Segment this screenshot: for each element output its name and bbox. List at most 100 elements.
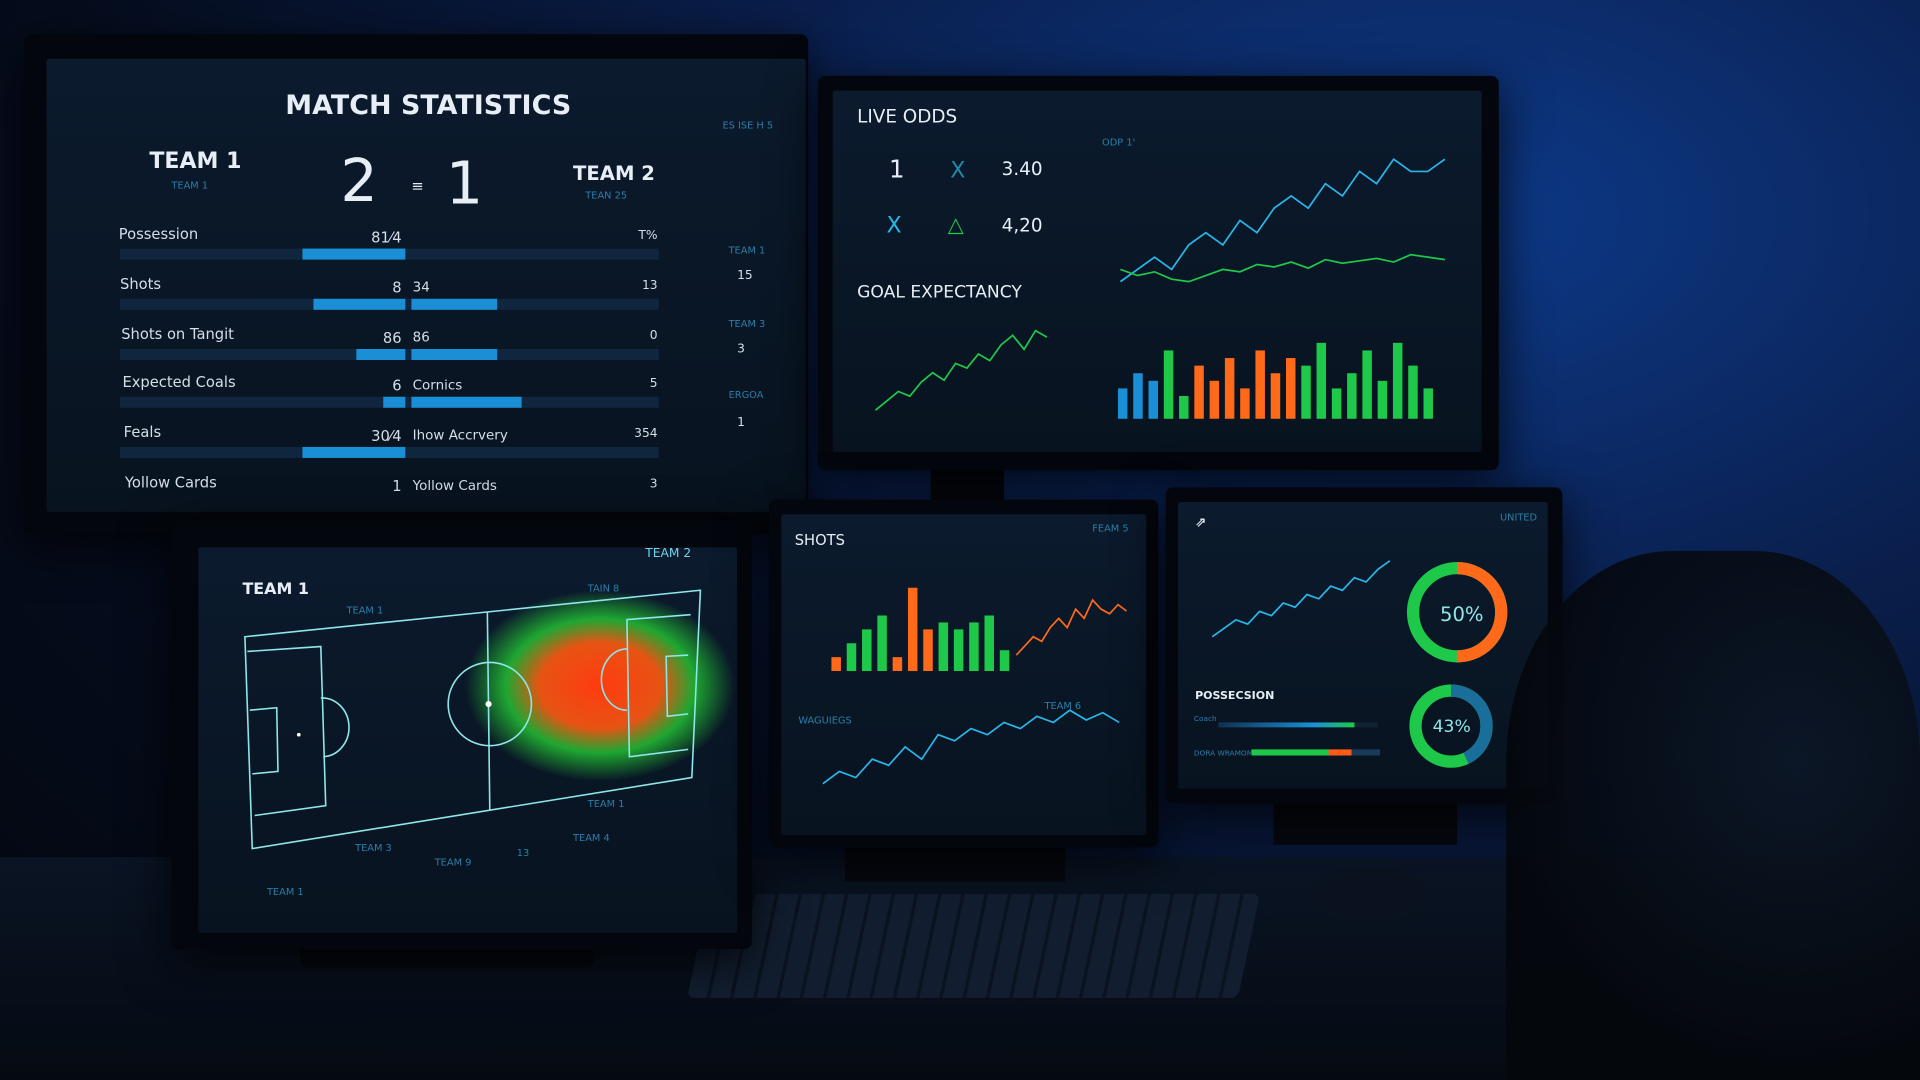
side-label: TEAM 3 bbox=[728, 318, 766, 330]
shots-trend-chart bbox=[822, 709, 1120, 785]
bar-label: Coach bbox=[1193, 715, 1217, 724]
shots-legend: FEAM 5 bbox=[1092, 522, 1129, 534]
odds-value[interactable]: 3.40 bbox=[1001, 157, 1043, 181]
heatmap-title: TEAM 1 bbox=[242, 580, 309, 599]
side-value: 1 bbox=[737, 416, 745, 430]
side-label: ERGOA bbox=[728, 389, 764, 401]
score-separator: ≡ bbox=[411, 177, 424, 195]
monitor-match-statistics bbox=[24, 34, 809, 534]
series-line bbox=[1119, 157, 1446, 283]
chair bbox=[1506, 551, 1920, 1080]
monitor-stand bbox=[1273, 795, 1458, 845]
bar bbox=[1255, 350, 1265, 419]
bar bbox=[1423, 388, 1433, 419]
possession-bar bbox=[1251, 749, 1381, 756]
series-line bbox=[1211, 560, 1391, 638]
side-value: 15 bbox=[737, 269, 753, 283]
side-label: TEAM 1 bbox=[728, 244, 766, 256]
series-line bbox=[822, 709, 1120, 785]
goal-expectancy-title: GOAL EXPECTANCY bbox=[857, 282, 1022, 303]
heatmap-team2: TEAM 2 bbox=[645, 547, 692, 561]
bar bbox=[938, 622, 949, 672]
donut1-label: 50% bbox=[1440, 602, 1484, 626]
bar bbox=[846, 643, 857, 672]
bar bbox=[984, 615, 994, 672]
odds-x-icon: X bbox=[950, 157, 966, 184]
bar bbox=[831, 657, 841, 672]
bar-label: DORA WRAMOM bbox=[1193, 749, 1254, 758]
team1-score: 2 bbox=[340, 146, 378, 216]
pitch-label: TEAM 1 bbox=[346, 604, 384, 616]
bar bbox=[1117, 388, 1128, 419]
team2-sub: TEAN 25 bbox=[585, 189, 628, 201]
pitch-label: TEAM 4 bbox=[573, 832, 610, 844]
heatmap-blob bbox=[465, 590, 735, 782]
stat-left-value: 30⁄4 bbox=[371, 427, 402, 445]
odds-line-chart bbox=[1119, 157, 1446, 283]
stat-left-value: 81⁄4 bbox=[371, 228, 402, 247]
bar bbox=[1301, 365, 1311, 419]
donut2-label: 43% bbox=[1432, 717, 1471, 738]
side-header: ES ISE H 5 bbox=[722, 120, 774, 132]
pitch-label: 13 bbox=[516, 847, 530, 859]
bar bbox=[1331, 388, 1342, 419]
bar bbox=[969, 622, 979, 672]
possession-line-chart bbox=[1211, 560, 1391, 638]
stat-label: Shots on Tangit bbox=[121, 325, 234, 343]
odds-x-icon: X bbox=[886, 213, 902, 239]
stat-mid-value: Cornics bbox=[412, 377, 463, 394]
shots-line-chart bbox=[1015, 598, 1128, 656]
donut-50 bbox=[1406, 562, 1508, 663]
screen bbox=[781, 514, 1147, 836]
bar bbox=[1163, 350, 1174, 419]
stat-bar-right bbox=[411, 396, 522, 408]
stat-right-value: T% bbox=[638, 228, 658, 243]
stat-bar-left bbox=[302, 446, 406, 458]
goal-expectancy-chart bbox=[874, 329, 1048, 411]
screen bbox=[46, 58, 806, 512]
bar bbox=[1347, 373, 1357, 419]
stat-bar-left bbox=[313, 298, 406, 310]
pitch-label: TEAM 1 bbox=[587, 798, 625, 810]
chart-icon: ⇗ bbox=[1195, 514, 1207, 531]
stat-mid-value: 34 bbox=[412, 279, 430, 296]
stat-left-value: 8 bbox=[392, 279, 402, 297]
stat-right-value: 13 bbox=[641, 279, 658, 293]
stat-right-value: 3 bbox=[649, 477, 658, 492]
stat-right-value: 354 bbox=[634, 427, 658, 441]
bar bbox=[1209, 380, 1220, 419]
shots-title: SHOTS bbox=[794, 531, 845, 549]
team1-sub: TEAM 1 bbox=[171, 180, 209, 192]
stat-left-value: 1 bbox=[392, 477, 402, 495]
pitch-label: TAIN 8 bbox=[587, 582, 620, 594]
keyboard[interactable] bbox=[686, 893, 1261, 998]
stat-bar-right bbox=[411, 348, 498, 361]
bar bbox=[877, 615, 887, 672]
bar bbox=[1408, 365, 1418, 419]
bar bbox=[1224, 358, 1235, 419]
pitch-label: TEAM 3 bbox=[355, 842, 392, 854]
stat-bar-right bbox=[411, 298, 498, 310]
stat-right-value: 5 bbox=[649, 377, 658, 391]
stat-right-value: 0 bbox=[649, 329, 658, 343]
stat-label: Expected Coals bbox=[122, 373, 236, 391]
mouse[interactable] bbox=[1307, 866, 1431, 923]
bar bbox=[1270, 373, 1281, 419]
bar bbox=[1316, 342, 1327, 419]
donut-segment bbox=[1406, 562, 1508, 663]
stat-label: Feals bbox=[123, 423, 162, 441]
stat-mid-value: Yollow Cards bbox=[412, 477, 497, 494]
series-line bbox=[1120, 253, 1446, 283]
bar bbox=[1133, 373, 1143, 419]
team1-name: TEAM 1 bbox=[149, 148, 242, 174]
side-value: 3 bbox=[737, 342, 745, 357]
odds-value[interactable]: 4,20 bbox=[1001, 214, 1043, 237]
stat-label: Shots bbox=[120, 275, 162, 293]
bar bbox=[1194, 365, 1204, 419]
bar bbox=[892, 657, 903, 672]
team2-score: 1 bbox=[445, 149, 484, 218]
series-line bbox=[1015, 598, 1128, 656]
pitch-label: TEAM 9 bbox=[434, 857, 472, 869]
shots-sub-legend: TEAM 6 bbox=[1044, 700, 1082, 712]
bar bbox=[1362, 350, 1372, 419]
